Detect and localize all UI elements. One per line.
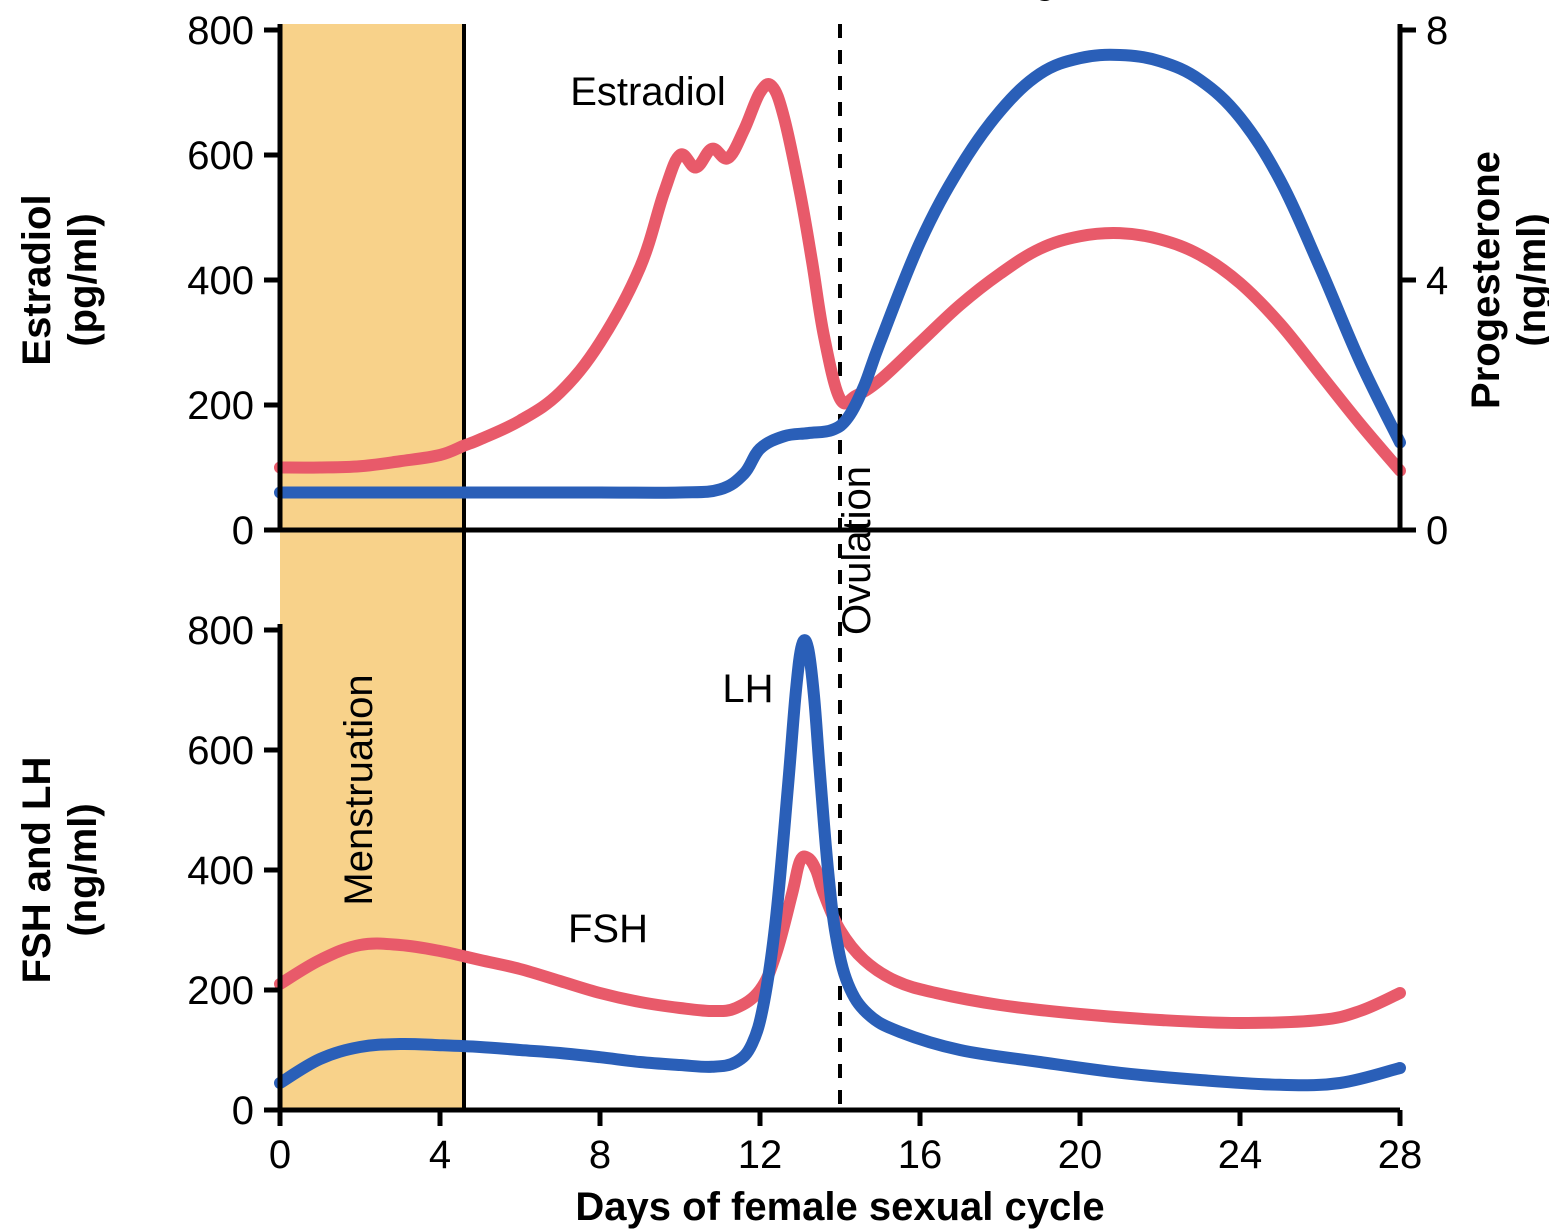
label-estradiol: Estradiol — [570, 70, 726, 114]
x-tick: 16 — [898, 1133, 943, 1177]
top-right-tick: 0 — [1426, 509, 1448, 553]
top-left-tick: 400 — [187, 259, 254, 303]
top-left-tick: 200 — [187, 384, 254, 428]
label-progesterone: Progesterone — [972, 0, 1212, 2]
bottom-left-axis-title: FSH and LH(ng/ml) — [15, 757, 105, 984]
bottom-left-tick: 800 — [187, 609, 254, 653]
svg-text:FSH and LH: FSH and LH — [15, 757, 59, 984]
x-tick: 20 — [1058, 1133, 1103, 1177]
top-right-tick: 8 — [1426, 9, 1448, 53]
svg-text:Estradiol: Estradiol — [15, 194, 59, 365]
top-right-tick: 4 — [1426, 259, 1448, 303]
bottom-left-tick: 400 — [187, 849, 254, 893]
hormone-cycle-chart: EstradiolProgesteroneFSHLH02004006008000… — [0, 0, 1549, 1229]
x-tick: 0 — [269, 1133, 291, 1177]
top-left-tick: 0 — [232, 509, 254, 553]
ovulation-label: Ovulation — [835, 466, 879, 635]
x-tick: 28 — [1378, 1133, 1423, 1177]
x-tick: 12 — [738, 1133, 783, 1177]
label-lh: LH — [722, 667, 773, 711]
bottom-left-tick: 0 — [232, 1089, 254, 1133]
x-tick: 4 — [429, 1133, 451, 1177]
top-left-axis-title: Estradiol(pg/ml) — [15, 194, 105, 365]
x-axis-title: Days of female sexual cycle — [575, 1185, 1104, 1229]
label-fsh: FSH — [568, 907, 648, 951]
top-left-tick: 800 — [187, 9, 254, 53]
x-tick: 24 — [1218, 1133, 1263, 1177]
bottom-left-tick: 200 — [187, 969, 254, 1013]
svg-text:Progesterone: Progesterone — [1464, 151, 1508, 409]
bottom-left-tick: 600 — [187, 729, 254, 773]
top-right-axis-title: Progesterone(ng/ml) — [1464, 151, 1549, 409]
svg-text:(pg/ml): (pg/ml) — [61, 213, 105, 346]
top-left-tick: 600 — [187, 134, 254, 178]
x-tick: 8 — [589, 1133, 611, 1177]
menstruation-label: Menstruation — [337, 674, 381, 905]
svg-text:(ng/ml): (ng/ml) — [1510, 213, 1549, 346]
svg-text:(ng/ml): (ng/ml) — [61, 803, 105, 936]
